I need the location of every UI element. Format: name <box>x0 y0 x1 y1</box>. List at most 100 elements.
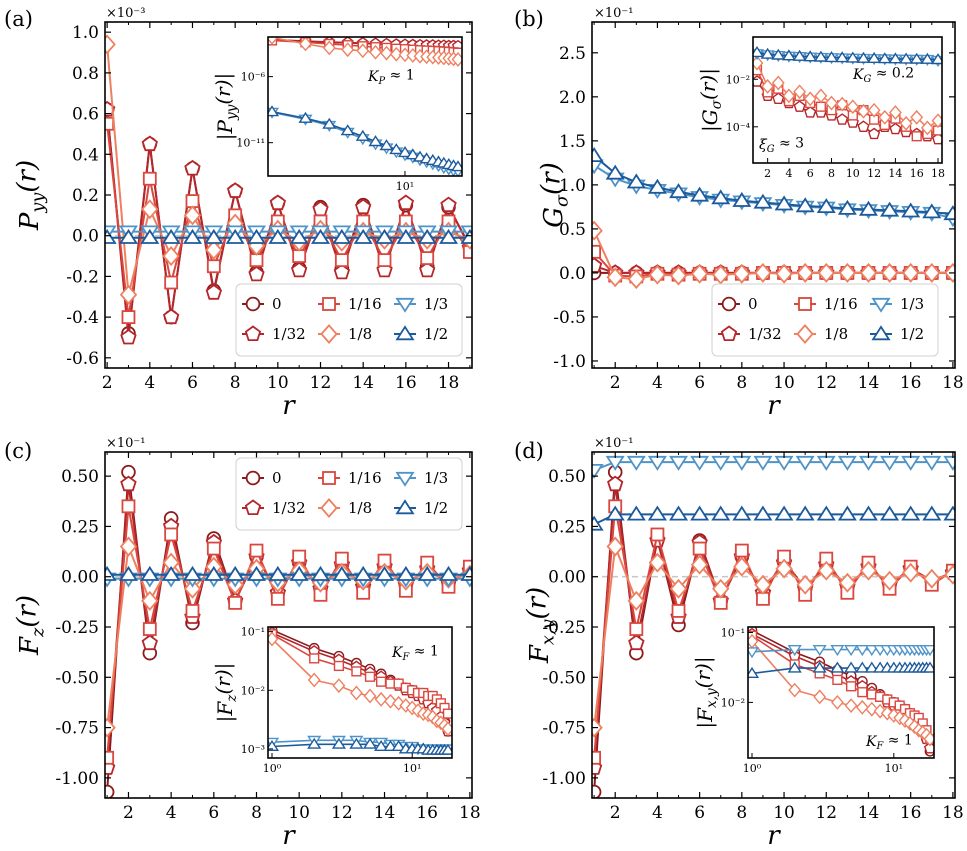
x-tick-label: 12 <box>815 373 837 393</box>
inset-data-point <box>333 660 344 672</box>
data-point <box>753 455 773 471</box>
series-line-1-2 <box>593 513 953 526</box>
legend-label: 0 <box>272 295 282 313</box>
data-point <box>164 527 179 542</box>
inset-series-group <box>268 37 462 176</box>
data-point <box>182 228 203 244</box>
data-point <box>374 565 395 581</box>
data-point <box>141 634 158 651</box>
data-point <box>205 284 223 300</box>
data-point <box>226 182 244 198</box>
y-tick-label: 1.5 <box>559 132 586 152</box>
inset-x-tick-label: 2 <box>764 167 771 180</box>
inset-data-point <box>931 132 942 145</box>
x-tick-label: 2 <box>610 803 621 823</box>
data-point <box>754 574 772 595</box>
data-point <box>225 565 245 581</box>
inset-annotation: KF ≈ 1 <box>391 644 439 663</box>
x-tick-label: 14 <box>858 803 880 823</box>
y-tick-label: -0.25 <box>542 618 586 638</box>
legend-entry: 1/2 <box>394 499 448 517</box>
data-point <box>669 265 688 286</box>
inset-frame <box>747 626 935 759</box>
inset: 10⁻⁶ 10⁻¹¹ 10¹ |Pyy(r)| KP ≈ 1 <box>211 36 463 193</box>
inset-data-point <box>855 699 869 715</box>
inset-data-point <box>857 103 870 119</box>
inset-data-point <box>364 671 376 682</box>
data-point <box>161 565 181 581</box>
data-point <box>440 196 457 213</box>
inset-data-point <box>753 45 765 58</box>
plot-frame <box>591 451 956 799</box>
inset-data-point <box>846 99 860 115</box>
inset-data-point <box>440 743 452 755</box>
y-tick-label: -0.25 <box>55 618 99 638</box>
data-point <box>690 554 709 575</box>
inset-y-axis-label: |Fz(r)| <box>211 663 240 723</box>
inset-data-point <box>379 139 394 151</box>
x-tick-label: 10 <box>267 373 289 393</box>
data-point <box>592 159 604 175</box>
data-point <box>592 750 602 765</box>
y-tick-label: 0.0 <box>559 264 586 284</box>
data-point <box>922 203 942 219</box>
x-tick-label: 18 <box>942 373 964 393</box>
inset-annotation: ξG ≈ 3 <box>759 136 804 155</box>
inset-data-point <box>349 737 364 749</box>
legend-entry: 1/3 <box>870 295 924 313</box>
data-point <box>690 505 710 521</box>
legend-label: 1/3 <box>424 469 448 487</box>
data-point <box>460 228 472 244</box>
inset-data-point <box>355 129 370 141</box>
data-point <box>164 275 179 290</box>
data-point <box>796 262 814 283</box>
data-point <box>592 784 602 798</box>
inset-data-point <box>771 75 785 91</box>
data-point <box>712 578 730 599</box>
legend-entry: 1/8 <box>794 324 848 344</box>
inset-annotation: KG ≈ 0.2 <box>852 66 914 85</box>
data-point <box>183 205 202 226</box>
legend-label: 1/3 <box>900 295 924 313</box>
data-point <box>592 463 604 479</box>
data-point <box>626 455 646 471</box>
legend: 0 1/32 1/16 1/8 1/3 1/2 <box>235 457 463 531</box>
data-point <box>733 263 751 284</box>
y-tick-label: -0.4 <box>66 308 99 328</box>
inset-y-axis-label: |Pyy(r)| <box>211 73 240 141</box>
data-point <box>246 228 267 244</box>
legend-marker <box>322 297 336 311</box>
data-point <box>417 228 437 244</box>
data-point <box>692 541 707 556</box>
legend: 0 1/32 1/16 1/8 1/3 1/2 <box>711 283 939 357</box>
series-line-1-3 <box>593 461 953 472</box>
legend-marker <box>871 297 891 313</box>
data-point <box>141 590 159 611</box>
inset-data-point <box>857 120 870 133</box>
data-point <box>922 505 942 521</box>
data-point <box>120 328 137 345</box>
inset-data-point <box>374 740 389 751</box>
data-point <box>185 194 200 209</box>
data-point <box>712 264 730 285</box>
data-point <box>228 595 243 610</box>
y-tick-label: 0.50 <box>61 467 99 487</box>
data-point <box>774 505 794 521</box>
legend-marker <box>245 296 261 312</box>
x-tick-label: 16 <box>395 373 417 393</box>
inset-data-point <box>792 49 807 61</box>
data-point <box>310 565 331 581</box>
panel-label: (a) <box>4 7 33 31</box>
axis-multiplier: ×10⁻¹ <box>594 6 634 21</box>
data-point <box>246 565 267 581</box>
data-point <box>354 198 372 215</box>
inset-y-tick-label: 10⁻¹ <box>241 626 265 639</box>
legend-label: 1/32 <box>748 325 782 343</box>
y-tick-label: -1.0 <box>553 352 586 372</box>
x-tick-label: 12 <box>331 803 353 823</box>
data-point <box>183 578 202 599</box>
inset-x-tick-label: 10⁰ <box>743 762 762 775</box>
legend-entry: 1/32 <box>242 325 306 343</box>
legend-entry: 0 <box>242 295 282 313</box>
data-point <box>943 205 955 221</box>
